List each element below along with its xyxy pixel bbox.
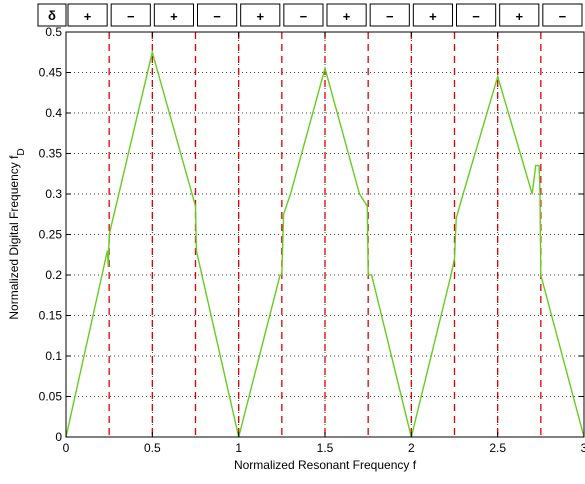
sign-cell-label: + bbox=[515, 9, 523, 24]
sign-cell-label: + bbox=[84, 9, 92, 24]
sign-cell-label: + bbox=[170, 9, 178, 24]
series-line bbox=[65, 49, 585, 438]
sign-cell-label: + bbox=[343, 9, 351, 24]
x-tick-label: 2.5 bbox=[489, 441, 506, 455]
sign-cell-label: − bbox=[213, 9, 221, 24]
sign-cell-label: + bbox=[429, 9, 437, 24]
series-layer bbox=[65, 49, 585, 438]
x-tick-label: 3 bbox=[581, 441, 585, 455]
sign-cell bbox=[197, 3, 238, 27]
sign-cell-label: − bbox=[472, 9, 480, 24]
y-axis-label-subscript: D bbox=[16, 148, 27, 155]
y-tick-label: 0.2 bbox=[45, 268, 62, 282]
sign-row-label: δ bbox=[48, 8, 56, 23]
y-tick-label: 0.15 bbox=[39, 309, 63, 323]
x-tick-label: 0.5 bbox=[144, 441, 161, 455]
sign-cell bbox=[499, 3, 540, 27]
y-tick-label: 0.05 bbox=[39, 390, 63, 404]
y-tick-label: 0.45 bbox=[39, 66, 63, 80]
x-tick-label: 1.5 bbox=[317, 441, 334, 455]
y-tick-label: 0.4 bbox=[45, 106, 62, 120]
y-tick-label: 0.25 bbox=[39, 228, 63, 242]
sign-cell bbox=[456, 3, 497, 27]
sign-cell-label: − bbox=[559, 9, 567, 24]
sign-cell bbox=[240, 3, 281, 27]
sign-cell bbox=[283, 3, 324, 27]
y-tick-label: 0.3 bbox=[45, 187, 62, 201]
y-tick-label: 0.35 bbox=[39, 147, 63, 161]
y-tick-label: 0 bbox=[55, 430, 62, 444]
y-axis-label: Normalized Digital Frequency fD bbox=[7, 148, 27, 319]
sign-cell bbox=[412, 3, 454, 27]
sign-cell-label: − bbox=[300, 9, 308, 24]
sign-cell bbox=[110, 3, 151, 27]
y-axis-label-main: Normalized Digital Frequency f bbox=[7, 155, 21, 320]
sign-cell-label: + bbox=[256, 9, 264, 24]
sign-cell bbox=[326, 3, 367, 27]
tick-labels: 0 0.5 1 1.5 2 2.5 3 0 0.05 0.1 0.15 0.2 0.25 0.3 0.35 0… bbox=[39, 25, 585, 455]
sign-cell bbox=[67, 3, 108, 27]
sign-row: δ + − + − + − + − + − + − bbox=[37, 3, 583, 27]
x-tick-label: 2 bbox=[408, 441, 415, 455]
axis-ticks bbox=[65, 31, 585, 438]
y-tick-label: 0.1 bbox=[45, 349, 62, 363]
y-tick-label: 0.5 bbox=[45, 25, 62, 39]
sign-cell bbox=[369, 3, 410, 27]
boundary-lines bbox=[108, 32, 542, 437]
sign-cell bbox=[542, 3, 583, 27]
y-axis-label-group: Normalized Digital Frequency fD bbox=[7, 148, 27, 319]
sign-cell-label: − bbox=[386, 9, 394, 24]
sign-row-label-cell bbox=[37, 3, 67, 27]
sign-cell bbox=[153, 3, 194, 27]
x-axis-label: Normalized Resonant Frequency f bbox=[234, 458, 417, 472]
x-tick-label: 0 bbox=[63, 441, 70, 455]
sign-cell-label: − bbox=[127, 9, 135, 24]
x-tick-label: 1 bbox=[235, 441, 242, 455]
